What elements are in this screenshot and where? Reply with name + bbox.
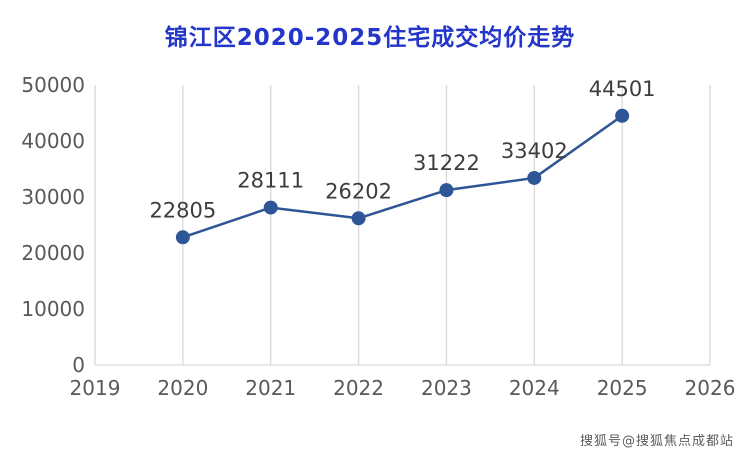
y-tick-label: 40000 bbox=[21, 129, 85, 153]
x-tick-label: 2019 bbox=[70, 376, 121, 400]
y-tick-label: 20000 bbox=[21, 241, 85, 265]
data-point-label: 44501 bbox=[589, 77, 656, 101]
x-tick-label: 2023 bbox=[421, 376, 472, 400]
x-tick-label: 2025 bbox=[597, 376, 648, 400]
x-tick-label: 2026 bbox=[685, 376, 736, 400]
data-point-marker bbox=[351, 211, 366, 226]
data-point-label: 22805 bbox=[149, 198, 216, 222]
data-point-marker bbox=[263, 200, 278, 215]
data-point-marker bbox=[439, 183, 454, 198]
x-tick-label: 2024 bbox=[509, 376, 560, 400]
data-point-marker bbox=[175, 230, 190, 245]
series-line bbox=[182, 114, 623, 239]
data-point-label: 28111 bbox=[237, 169, 304, 193]
y-tick-label: 50000 bbox=[21, 73, 85, 97]
watermark-text: 搜狐号@搜狐焦点成都站 bbox=[579, 434, 734, 449]
data-point-label: 26202 bbox=[325, 179, 392, 203]
y-tick-label: 0 bbox=[72, 353, 85, 377]
y-tick-label: 30000 bbox=[21, 185, 85, 209]
y-tick-label: 10000 bbox=[21, 297, 85, 321]
data-point-marker bbox=[527, 170, 542, 185]
chart-title: 锦江区2020-2025住宅成交均价走势 bbox=[164, 25, 576, 51]
x-tick-label: 2020 bbox=[157, 376, 208, 400]
data-point-label: 33402 bbox=[501, 139, 568, 163]
data-point-label: 31222 bbox=[413, 151, 480, 175]
x-tick-label: 2022 bbox=[333, 376, 384, 400]
data-point-marker bbox=[615, 108, 630, 123]
x-tick-label: 2021 bbox=[245, 376, 296, 400]
